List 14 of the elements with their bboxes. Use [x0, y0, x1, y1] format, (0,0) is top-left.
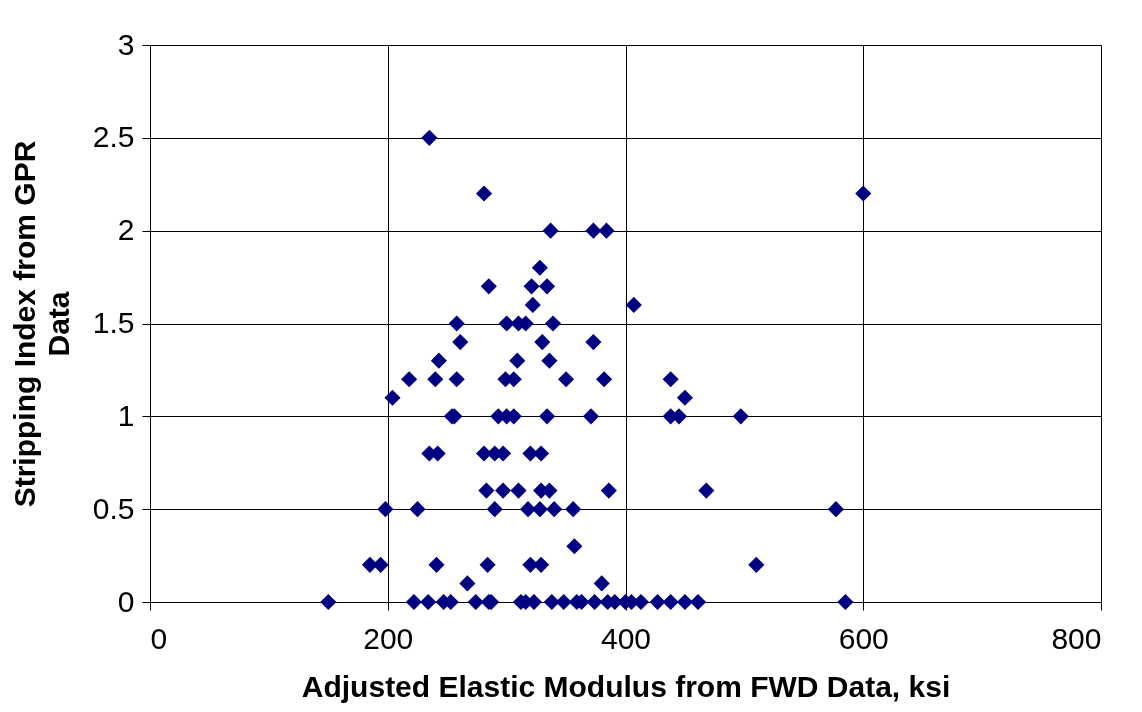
y-tick-label: 0.5: [92, 491, 135, 525]
y-axis-title: Stripping Index from GPR Data: [7, 140, 75, 508]
y-tick-label: 0: [117, 584, 135, 618]
x-tick-label: 400: [600, 621, 652, 655]
y-tick-label: 2.5: [92, 120, 135, 154]
x-tick-label: 800: [1051, 621, 1102, 655]
y-tick-label: 1: [117, 398, 135, 432]
x-axis-title: Adjusted Elastic Modulus from FWD Data, ksi: [301, 669, 951, 703]
x-tick-label: 0: [150, 621, 168, 655]
y-tick-label: 1.5: [92, 306, 135, 339]
x-tick-label: 600: [838, 621, 889, 655]
y-tick-label: 2: [117, 213, 135, 247]
x-tick-label: 200: [363, 621, 414, 655]
y-tick-label: 3: [117, 27, 135, 61]
